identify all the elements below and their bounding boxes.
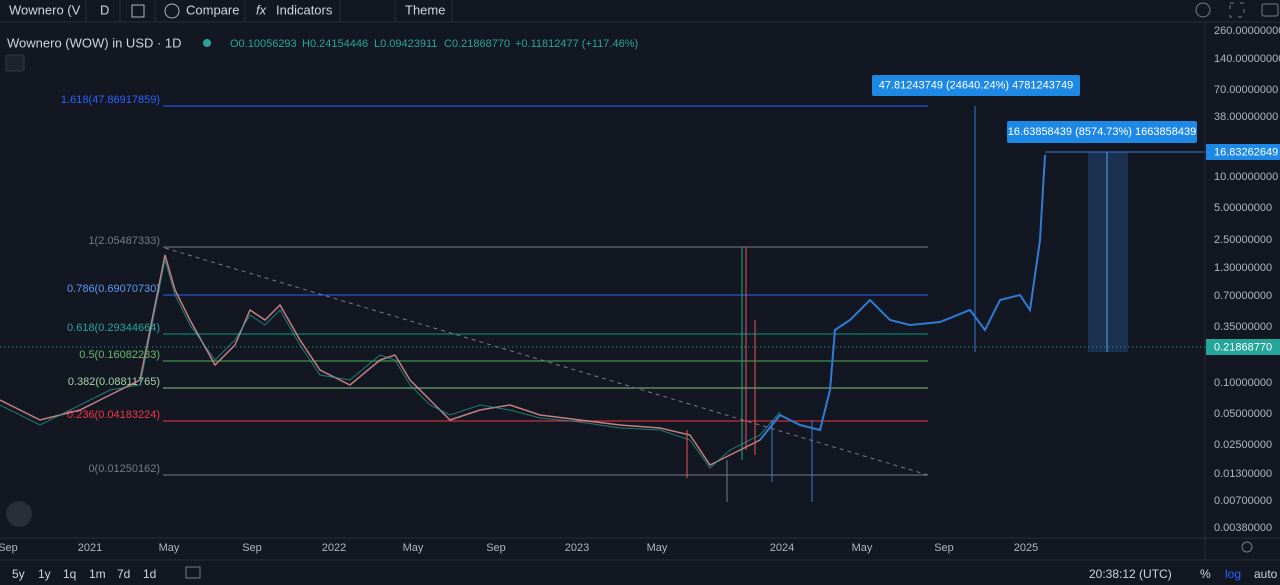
- time-axis-label: Sep: [934, 542, 954, 554]
- range-button[interactable]: 7d: [117, 567, 130, 581]
- legend-open: O0.10056293: [230, 38, 297, 50]
- price-axis-label: 5.00000000: [1214, 202, 1272, 214]
- percent-toggle[interactable]: %: [1200, 567, 1211, 581]
- legend-change: +0.11812477 (+117.46%): [515, 38, 638, 50]
- range-button[interactable]: 1m: [89, 567, 106, 581]
- time-axis-label: 2023: [565, 542, 589, 554]
- price-tag-label: 0.21868770: [1214, 341, 1272, 353]
- price-axis-label: 0.10000000: [1214, 377, 1272, 389]
- axis-settings[interactable]: [1241, 541, 1253, 553]
- time-axis-label: 2024: [770, 542, 794, 554]
- price-axis-label: 0.00380000: [1214, 522, 1272, 534]
- price-tag: [1206, 144, 1280, 160]
- range-button[interactable]: 1d: [143, 567, 156, 581]
- price-history-2: [0, 259, 781, 469]
- fib-label: 1.618(47.86917859): [61, 94, 160, 106]
- time-axis-label: Sep: [242, 542, 262, 554]
- settings-icon[interactable]: [1195, 2, 1211, 18]
- fib-label: 0.236(0.04183224): [67, 409, 160, 421]
- time-axis-label: May: [852, 542, 873, 554]
- legend-high: H0.24154446: [302, 38, 368, 50]
- theme[interactable]: Theme: [405, 2, 445, 17]
- measure-box: [1088, 152, 1128, 352]
- price-axis-label: 70.00000000: [1214, 84, 1278, 96]
- price-axis-label: 260.00000000: [1214, 25, 1280, 37]
- expand-button[interactable]: [5, 54, 25, 72]
- price-axis-label: 38.00000000: [1214, 111, 1278, 123]
- screenshot-icon[interactable]: [1261, 3, 1279, 17]
- compare[interactable]: Compare: [186, 2, 239, 17]
- annotation: 47.81243749 (24640.24%) 4781243749: [879, 79, 1074, 91]
- annotation: 16.63858439 (8574.73%) 1663858439: [1008, 126, 1196, 138]
- time-axis-label: May: [159, 542, 180, 554]
- time-axis-label: 2022: [322, 542, 346, 554]
- fx-icon: fx: [256, 2, 267, 17]
- legend-low: L0.09423911: [374, 38, 437, 50]
- fib-label: 0(0.01250162): [88, 463, 160, 475]
- price-axis-label: 0.02500000: [1214, 439, 1272, 451]
- time-axis-label: May: [647, 542, 668, 554]
- fullscreen-icon[interactable]: [1229, 2, 1245, 18]
- price-tag-label: 16.83262649: [1214, 146, 1278, 158]
- fib-label: 0.618(0.29344664): [67, 322, 160, 334]
- chart-type-icon[interactable]: [131, 4, 145, 18]
- annotation-box: [1007, 121, 1197, 143]
- fib-label: 0.382(0.08811765): [68, 376, 160, 388]
- fib-label: 0.786(0.69070730): [67, 283, 160, 295]
- price-axis-label: 1.30000000: [1214, 262, 1272, 274]
- legend-close: C0.21868770: [444, 38, 510, 50]
- indicators[interactable]: Indicators: [276, 2, 333, 17]
- price-axis-label: 0.70000000: [1214, 290, 1272, 302]
- price-recent: [759, 154, 1046, 441]
- time-axis-label: Sep: [0, 542, 18, 554]
- legend-title: Wownero (WOW) in USD · 1D: [7, 35, 182, 50]
- clock: 20:38:12 (UTC): [1089, 567, 1172, 581]
- status-dot: [203, 39, 211, 47]
- range-button[interactable]: 5y: [12, 567, 25, 581]
- time-axis-label: Sep: [486, 542, 506, 554]
- fib-label: 1(2.05487333): [88, 235, 160, 247]
- compare-icon[interactable]: [164, 3, 180, 19]
- auto-toggle[interactable]: auto: [1254, 567, 1278, 581]
- interval[interactable]: D: [100, 2, 109, 17]
- time-axis-label: 2025: [1014, 542, 1038, 554]
- price-axis-label: 2.50000000: [1214, 234, 1272, 246]
- logo[interactable]: [6, 501, 32, 527]
- annotation-box: [872, 75, 1080, 96]
- price-history: [0, 254, 781, 466]
- price-axis-label: 0.05000000: [1214, 408, 1272, 420]
- price-axis-label: 0.35000000: [1214, 321, 1272, 333]
- fib-label: 0.5(0.16082233): [79, 349, 160, 361]
- toolbar: [0, 0, 1280, 22]
- range-button[interactable]: 1q: [63, 567, 76, 581]
- time-axis-label: May: [403, 542, 424, 554]
- price-axis-label: 0.01300000: [1214, 468, 1272, 480]
- symbol[interactable]: Wownero (V: [9, 2, 81, 17]
- price-axis-label: 0.00700000: [1214, 495, 1272, 507]
- range-button[interactable]: 1y: [38, 567, 51, 581]
- date-range-icon[interactable]: [185, 566, 201, 579]
- log-toggle[interactable]: log: [1225, 567, 1241, 581]
- time-axis-label: 2021: [78, 542, 102, 554]
- price-axis-label: 10.00000000: [1214, 171, 1278, 183]
- price-axis-label: 140.00000000: [1214, 53, 1280, 65]
- price-tag: [1206, 339, 1280, 355]
